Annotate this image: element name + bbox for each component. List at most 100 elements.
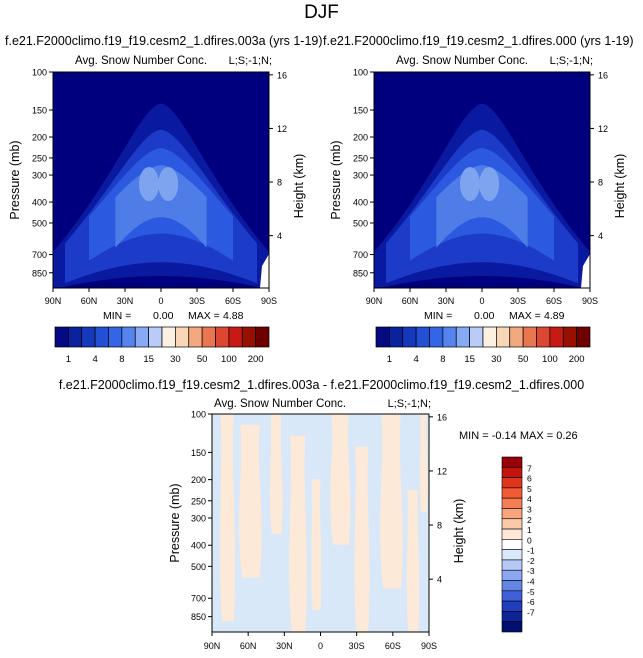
panel1-colorbar-box [54, 326, 69, 348]
diff-ytick-label: 100 [191, 410, 206, 420]
panel2-min-value: 0.00 [474, 310, 495, 322]
diff-colorbar-label: -1 [527, 546, 535, 556]
diff-ytick-label: 250 [191, 496, 206, 506]
panel1-colorbar-box [175, 326, 190, 348]
panel2-colorbar-box [389, 326, 404, 348]
panel2-ytick-label: 400 [353, 198, 368, 208]
diff-colorbar-box [501, 569, 523, 581]
diff-y2tick-label: 8 [437, 521, 442, 531]
page-title: DJF [304, 2, 339, 23]
diff-xtick-label: 60S [385, 641, 401, 651]
diff-ytick-label: 850 [191, 612, 206, 622]
panel1-xtick-label: 0 [158, 296, 163, 306]
diff-minmax: MIN = -0.14 MAX = 0.26 [459, 430, 578, 442]
diff-colorbar-label: -7 [527, 607, 535, 617]
diff-positive-anomaly [289, 435, 307, 632]
panel1-xtick-label: 90N [45, 296, 62, 306]
panel1-plot: Avg. Snow Number Conc. L;S;-1;N; 100 150 200… [8, 55, 306, 322]
diff-colorbar-label: 3 [527, 504, 532, 514]
diff-colorbar-box [501, 590, 523, 602]
panel2-colorbar-label: 30 [491, 354, 502, 365]
panel1-variable-title: Avg. Snow Number Conc. [75, 55, 207, 67]
panel2-colorbar-box [429, 326, 444, 348]
panel2-ytick-label: 200 [353, 133, 368, 143]
panel2-y2tick-label: 4 [598, 231, 603, 241]
panel2-y2tick-label: 12 [598, 124, 608, 134]
panel1-ylabel: Pressure (mb) [8, 140, 22, 219]
diff-positive-anomaly [311, 479, 322, 611]
panel2-colorbar-label: 8 [440, 354, 445, 365]
diff-y2tick-label: 12 [437, 466, 447, 476]
panel1-ytick-label: 400 [32, 198, 47, 208]
diff-positive-anomaly [419, 414, 428, 513]
panel1-colorbar-label: 50 [197, 354, 208, 365]
panel1-colorbar-label: 1 [66, 354, 71, 365]
panel2-max-label: MAX = [509, 310, 541, 322]
panel1-case-title: f.e21.F2000climo.f19_f19.cesm2_1.dfires.… [5, 34, 323, 48]
panel2-xtick-label: 90S [582, 296, 598, 306]
diff-colorbar-label: 0 [527, 535, 532, 545]
diff-colorbar-box [501, 466, 523, 478]
panel2-colorbar-box [482, 326, 497, 348]
panel2-xtick-label: 60N [402, 296, 419, 306]
diff-colorbar-box [501, 497, 523, 509]
diff-colorbar-box [501, 580, 523, 592]
panel2-colorbar-box [522, 326, 537, 348]
panel1-xtick-label: 30N [117, 296, 134, 306]
panel1-max-label: MAX = [188, 310, 220, 322]
diff-colorbar-box [501, 477, 523, 489]
panel2-code-label: L;S;-1;N; [550, 55, 593, 67]
diff-xtick-label: 0 [318, 641, 323, 651]
panel2-colorbar-box [415, 326, 430, 348]
panel1-contour-level-4 [115, 165, 207, 248]
panel1-colorbar-box [215, 326, 230, 348]
panel1-colorbar-box [108, 326, 123, 348]
panel2-colorbar-label: 200 [569, 354, 585, 365]
panel2-case-title: f.e21.F2000climo.f19_f19.cesm2_1.dfires.… [323, 34, 634, 48]
panel1-colorbar-box [68, 326, 83, 348]
diff-ytick-label: 150 [191, 448, 206, 458]
panel2-colorbar-label: 15 [464, 354, 475, 365]
panel1-colorbar-box [121, 326, 136, 348]
panel1-colorbar-label: 100 [221, 354, 237, 365]
panel1-topography-mask [260, 254, 269, 288]
diff-xtick-label: 30S [349, 641, 365, 651]
panel2-colorbar-box [496, 326, 511, 348]
panel2-ytick-label: 250 [353, 153, 368, 163]
panel1-colorbar-box [241, 326, 256, 348]
panel2-contour-level-4 [436, 165, 528, 248]
panel1-y2tick-label: 8 [277, 178, 282, 188]
panel1-colorbar-box [255, 326, 270, 348]
diff-colorbar-label: 1 [527, 525, 532, 535]
diff-positive-anomaly [406, 490, 420, 632]
diff-ylabel: Pressure (mb) [168, 483, 182, 562]
panel1-colorbar-label: 200 [248, 354, 264, 365]
diff-ytick-label: 200 [191, 475, 206, 485]
diff-positive-anomaly [330, 414, 351, 545]
panel2-ytick-label: 700 [353, 250, 368, 260]
diff-colorbar-box [501, 518, 523, 530]
panel1-y2tick-label: 12 [277, 124, 287, 134]
diff-y2tick-label: 4 [437, 575, 442, 585]
diff-xtick-label: 60N [240, 641, 257, 651]
diff-colorbar-label: 4 [527, 494, 532, 504]
diff-colorbar-label: -3 [527, 566, 535, 576]
panel2-colorbar-box [442, 326, 457, 348]
diff-y2tick-label: 16 [437, 412, 447, 422]
diff-title: f.e21.F2000climo.f19_f19.cesm2_1.dfires.… [58, 378, 585, 392]
panel1-colorbar-label: 4 [92, 354, 97, 365]
panel1-xtick-label: 30S [189, 296, 205, 306]
panel1-colorbar-box [228, 326, 243, 348]
panel1-ytick-label: 850 [32, 268, 47, 278]
diff-colorbar-box [501, 559, 523, 571]
panel1-colorbar-label: 15 [143, 354, 154, 365]
panel2-xtick-label: 60S [546, 296, 562, 306]
panel1-xtick-label: 90S [261, 296, 277, 306]
panel1-code-label: L;S;-1;N; [229, 55, 272, 67]
panel2-maximum-2 [460, 166, 480, 201]
panel2-colorbar-box [469, 326, 484, 348]
diff-colorbar-box [501, 539, 523, 550]
panel1-y2label: Height (km) [292, 154, 306, 219]
panel2-plot: Avg. Snow Number Conc. L;S;-1;N; 100 150 200… [329, 55, 627, 322]
panel1-colorbar-box [81, 326, 96, 348]
